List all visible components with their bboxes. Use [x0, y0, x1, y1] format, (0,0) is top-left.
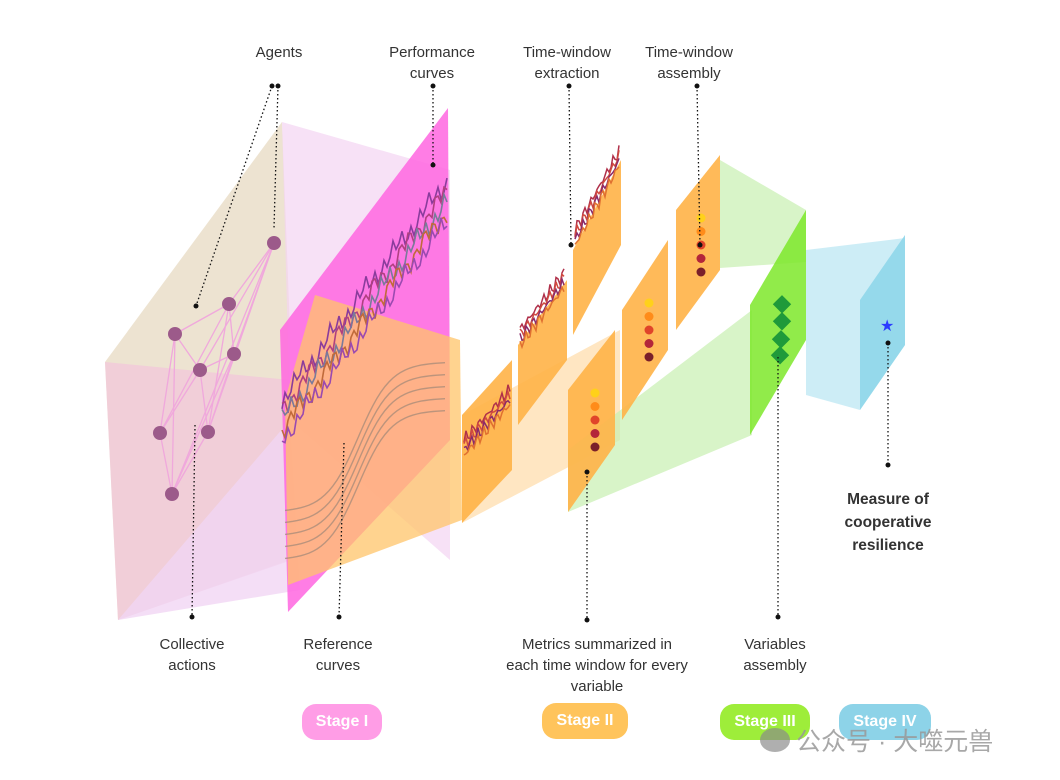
metric-dot [644, 298, 654, 308]
reference-curve [284, 386, 446, 536]
reference-curve [284, 374, 446, 524]
metric-dot [644, 339, 654, 348]
label-cooperative-resilience: Measure of cooperative resilience [844, 491, 932, 554]
window-curve [463, 384, 511, 443]
network-edge [159, 432, 173, 495]
metric-dot [644, 325, 654, 335]
reference-curve [284, 398, 446, 548]
window-curve [463, 404, 511, 456]
metric-dot [590, 388, 600, 398]
window-curve [519, 268, 565, 331]
window-curve [574, 166, 620, 245]
window-curve [519, 285, 565, 350]
label-collective-actions: Collective actions [159, 636, 225, 674]
network-edge [199, 242, 275, 371]
label-variables-assembly: Variables assembly [743, 636, 807, 674]
agent-node [193, 363, 207, 377]
stage-3-badge: Stage III [720, 704, 810, 740]
performance-curve [281, 185, 448, 414]
network-edge [171, 333, 176, 495]
agent-node [153, 426, 167, 440]
wechat-icon [760, 728, 790, 752]
window-curve [463, 399, 511, 453]
reference-curve [284, 362, 446, 512]
network-edge [228, 242, 275, 305]
watermark-text: 公众号 · 大噬元兽 [796, 728, 994, 756]
stage-2-badge: Stage II [542, 703, 628, 739]
leader-dots [189, 83, 891, 623]
agent-node [201, 425, 215, 439]
stage-1-badge: Stage I [302, 704, 382, 740]
network-edge [171, 353, 235, 495]
window-curve [519, 272, 565, 339]
metric-dot [696, 213, 706, 223]
window-curve [463, 389, 511, 449]
network-edge [171, 431, 209, 495]
label-performance-curves: Performance curves [389, 44, 475, 82]
leader-lines [191, 85, 889, 620]
agent-node [222, 297, 236, 311]
performance-curve [281, 191, 448, 417]
agent-node [168, 327, 182, 341]
lavender-plane-lower [118, 420, 300, 620]
time-window-panel-3 [573, 160, 621, 335]
green-band-upper [720, 160, 806, 268]
resilience-panel [860, 235, 905, 410]
network-edge [159, 333, 176, 434]
label-time-window-extraction: Time-window extraction [523, 44, 611, 82]
network-edge [174, 303, 230, 335]
time-window-panel-2 [518, 280, 567, 425]
window-curve [519, 276, 565, 342]
performance-curve [281, 216, 448, 441]
reference-curve [284, 410, 446, 560]
network-edge [207, 353, 235, 433]
label-agents: Agents [255, 44, 303, 61]
metric-dot [696, 267, 706, 277]
label-reference-curves: Reference curves [303, 636, 373, 674]
metric-dot [696, 227, 706, 236]
performance-curve [281, 177, 448, 410]
variable-diamonds [770, 295, 792, 365]
watermark: 公众号 · 大噬元兽 [760, 722, 993, 758]
metric-dot [590, 415, 600, 425]
network-edge [199, 369, 209, 433]
metric-dot [696, 254, 706, 263]
network-edge [171, 242, 275, 495]
metric-dot [590, 429, 600, 438]
star-icon: ★ [880, 318, 894, 335]
agent-node [227, 347, 241, 361]
green-band-lower [568, 310, 752, 512]
label-time-window-assembly: Time-window assembly [645, 44, 733, 82]
label-metrics-summarized: Metrics summarized in each time window f… [506, 636, 688, 695]
metric-dot [644, 312, 654, 321]
network-edge [207, 303, 230, 433]
network-edge [228, 303, 235, 355]
agent-node [165, 487, 179, 501]
network-edge [174, 333, 201, 371]
stage-4-badge: Stage IV [839, 704, 931, 740]
network-edge [159, 369, 201, 434]
window-curve [574, 158, 620, 240]
performance-curve [281, 217, 448, 444]
metric-dot [644, 352, 654, 362]
agent-node [267, 236, 281, 250]
metric-dot [590, 442, 600, 452]
metric-dot [590, 402, 600, 411]
